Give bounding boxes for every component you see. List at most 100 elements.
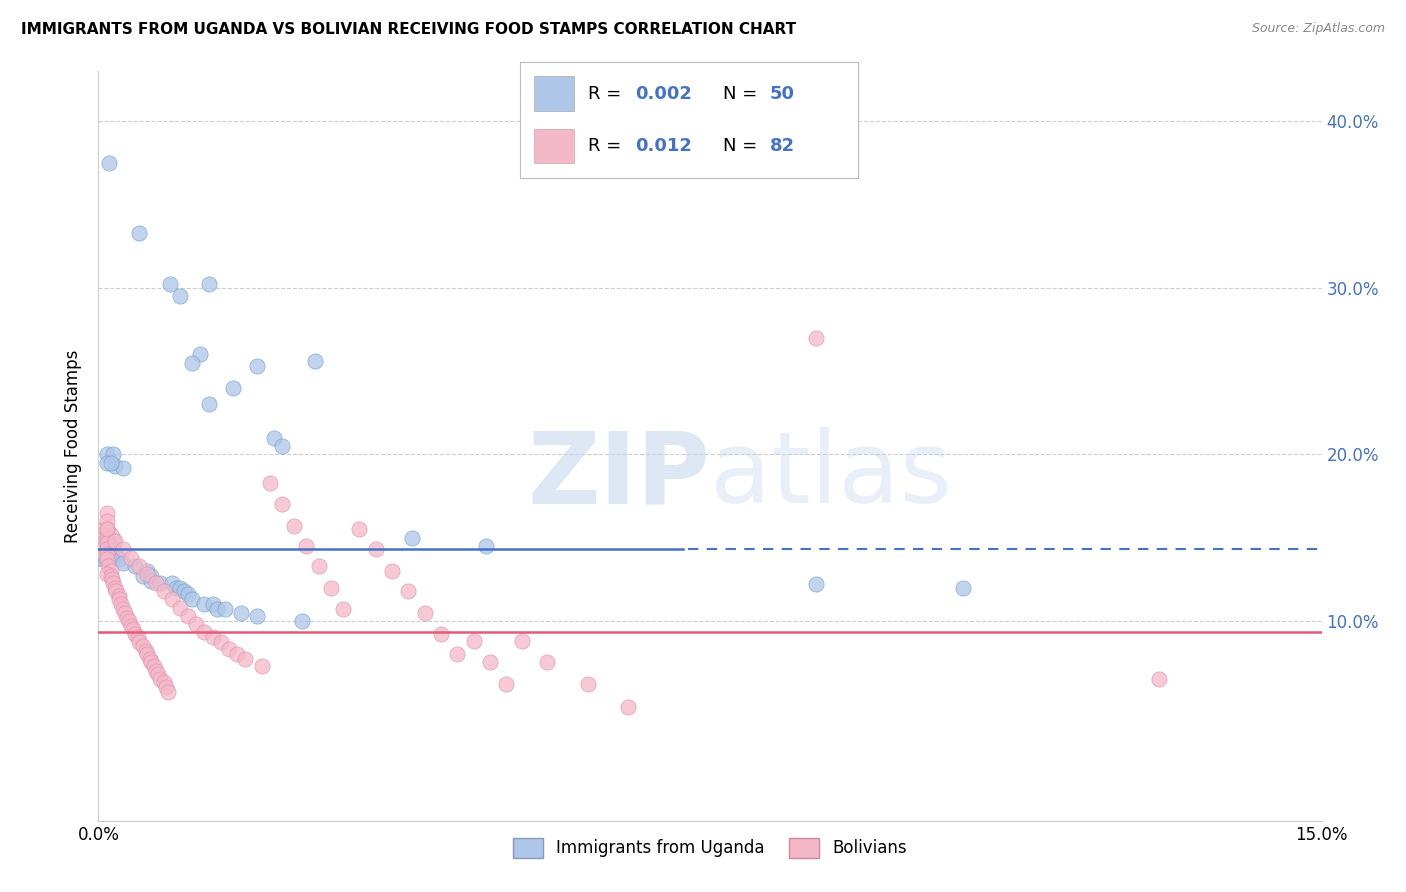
Point xyxy=(349,522,371,536)
Point xyxy=(141,569,163,583)
Point xyxy=(101,572,124,586)
Point xyxy=(91,542,114,557)
Point xyxy=(127,631,149,645)
Point xyxy=(128,558,150,573)
Point xyxy=(446,647,468,661)
Point xyxy=(111,556,134,570)
Point xyxy=(96,522,118,536)
Point xyxy=(152,675,174,690)
Point xyxy=(128,226,150,240)
Point xyxy=(146,667,169,681)
Point xyxy=(536,656,558,670)
Point xyxy=(149,575,172,590)
Text: N =: N = xyxy=(723,85,762,103)
Point xyxy=(231,606,253,620)
Point xyxy=(104,533,127,548)
Point xyxy=(186,617,208,632)
Text: 0.002: 0.002 xyxy=(636,85,692,103)
Point xyxy=(118,614,141,628)
Point xyxy=(97,542,120,557)
Legend: Immigrants from Uganda, Bolivians: Immigrants from Uganda, Bolivians xyxy=(506,831,914,864)
Point xyxy=(250,658,273,673)
Point xyxy=(160,575,183,590)
Point xyxy=(124,627,146,641)
Point xyxy=(804,331,827,345)
Point xyxy=(205,602,228,616)
Point xyxy=(804,577,827,591)
Point xyxy=(101,542,124,557)
Point xyxy=(263,431,285,445)
Point xyxy=(270,439,294,453)
Point xyxy=(169,289,191,303)
Point xyxy=(96,533,118,548)
Point xyxy=(181,356,204,370)
Point xyxy=(104,458,127,473)
Point xyxy=(952,581,974,595)
Point xyxy=(96,535,118,549)
Point xyxy=(100,564,122,578)
Point xyxy=(413,606,436,620)
Text: 0.012: 0.012 xyxy=(636,137,692,155)
Point xyxy=(218,642,240,657)
Point xyxy=(396,583,419,598)
Point xyxy=(97,533,120,548)
Point xyxy=(430,627,453,641)
Point xyxy=(222,381,245,395)
Point xyxy=(104,581,127,595)
Point xyxy=(128,635,150,649)
Point xyxy=(145,664,167,678)
Point xyxy=(246,608,269,623)
Point xyxy=(101,575,124,590)
Point xyxy=(105,583,128,598)
Point xyxy=(132,639,155,653)
Text: N =: N = xyxy=(723,137,762,155)
Text: 82: 82 xyxy=(770,137,794,155)
Point xyxy=(319,581,342,595)
Point xyxy=(169,581,191,595)
Text: ZIP: ZIP xyxy=(527,427,710,524)
Point xyxy=(111,602,134,616)
Text: atlas: atlas xyxy=(710,427,952,524)
Point xyxy=(193,597,215,611)
Point xyxy=(141,574,163,588)
Point xyxy=(136,647,159,661)
Point xyxy=(96,542,118,557)
Point xyxy=(576,677,599,691)
Point xyxy=(478,656,501,670)
Point xyxy=(155,681,177,695)
Point xyxy=(96,547,118,561)
Text: R =: R = xyxy=(588,85,627,103)
Point xyxy=(193,625,215,640)
Point xyxy=(177,608,200,623)
Point xyxy=(124,558,146,573)
Text: Source: ZipAtlas.com: Source: ZipAtlas.com xyxy=(1251,22,1385,36)
Point xyxy=(96,552,118,566)
Point xyxy=(122,622,145,636)
Point xyxy=(259,475,281,490)
Point xyxy=(115,610,138,624)
FancyBboxPatch shape xyxy=(534,77,574,112)
Point xyxy=(96,567,118,582)
Point xyxy=(169,600,191,615)
Point xyxy=(101,447,124,461)
Text: 50: 50 xyxy=(770,85,794,103)
Point xyxy=(100,569,122,583)
Point xyxy=(332,602,354,616)
FancyBboxPatch shape xyxy=(534,128,574,163)
Point xyxy=(233,652,256,666)
Point xyxy=(110,597,132,611)
Text: IMMIGRANTS FROM UGANDA VS BOLIVIAN RECEIVING FOOD STAMPS CORRELATION CHART: IMMIGRANTS FROM UGANDA VS BOLIVIAN RECEI… xyxy=(21,22,796,37)
Point xyxy=(111,460,134,475)
Point xyxy=(141,656,163,670)
Point xyxy=(181,592,204,607)
Point xyxy=(136,567,159,582)
Point xyxy=(226,647,249,661)
Point xyxy=(145,575,167,590)
Point xyxy=(96,447,118,461)
Point xyxy=(156,685,179,699)
Point xyxy=(159,277,181,292)
Point xyxy=(132,569,155,583)
Point xyxy=(108,592,131,607)
Point xyxy=(512,633,534,648)
Point xyxy=(270,497,294,511)
